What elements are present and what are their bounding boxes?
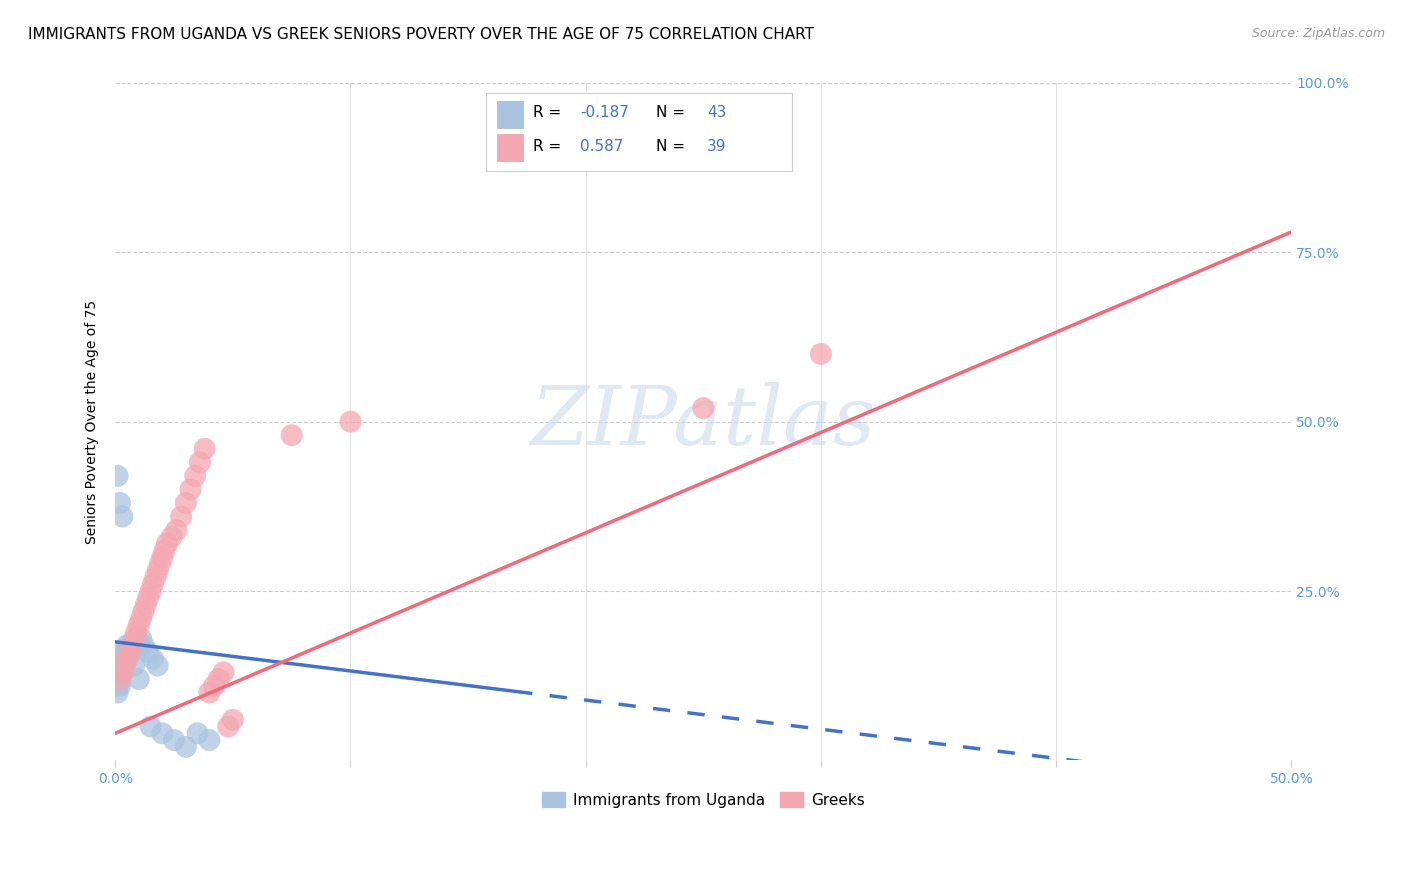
Point xyxy=(184,468,207,483)
Point xyxy=(107,658,129,673)
Point xyxy=(107,686,129,700)
Point xyxy=(174,739,197,754)
Text: R =: R = xyxy=(533,139,565,154)
Point xyxy=(153,543,176,558)
Point xyxy=(118,645,141,659)
Point xyxy=(150,550,173,565)
Point xyxy=(139,584,162,599)
Point xyxy=(115,638,138,652)
Point xyxy=(122,638,145,652)
Text: N =: N = xyxy=(657,105,690,120)
Point xyxy=(111,665,134,680)
Point xyxy=(111,645,134,659)
Point xyxy=(114,645,136,659)
Point xyxy=(107,665,129,680)
Point xyxy=(132,604,155,618)
Point xyxy=(150,726,173,740)
Point xyxy=(146,564,169,578)
Point xyxy=(222,713,245,727)
Point xyxy=(115,645,138,659)
Point xyxy=(108,658,131,673)
Point xyxy=(146,658,169,673)
Point xyxy=(125,624,148,639)
Text: Source: ZipAtlas.com: Source: ZipAtlas.com xyxy=(1251,27,1385,40)
Point xyxy=(111,652,134,666)
Point xyxy=(129,632,152,646)
Point xyxy=(160,530,183,544)
FancyBboxPatch shape xyxy=(498,134,523,161)
Point xyxy=(156,536,179,550)
Point xyxy=(115,652,138,666)
Point xyxy=(128,618,150,632)
Point xyxy=(208,672,231,686)
Point xyxy=(108,496,131,510)
Point xyxy=(217,719,239,733)
Point xyxy=(121,645,143,659)
Point xyxy=(136,645,159,659)
Point xyxy=(111,658,134,673)
Point xyxy=(174,496,197,510)
Point xyxy=(122,632,145,646)
Point xyxy=(135,598,157,612)
Point xyxy=(114,658,136,673)
Point xyxy=(128,638,150,652)
Point xyxy=(280,428,302,442)
Text: 43: 43 xyxy=(707,105,727,120)
Point xyxy=(132,638,155,652)
Point xyxy=(118,645,141,659)
Point xyxy=(198,686,221,700)
Point xyxy=(108,665,131,680)
Point xyxy=(143,570,166,584)
Point xyxy=(339,415,361,429)
Point xyxy=(115,652,138,666)
Point xyxy=(129,611,152,625)
Point xyxy=(118,638,141,652)
Point xyxy=(139,719,162,733)
Point xyxy=(107,679,129,693)
Text: 39: 39 xyxy=(707,139,727,154)
Point xyxy=(108,672,131,686)
Point xyxy=(108,672,131,686)
Point xyxy=(165,523,187,537)
Point xyxy=(810,347,832,361)
Point xyxy=(142,652,165,666)
Point xyxy=(142,577,165,591)
Legend: Immigrants from Uganda, Greeks: Immigrants from Uganda, Greeks xyxy=(536,786,870,814)
Point xyxy=(180,483,202,497)
Y-axis label: Seniors Poverty Over the Age of 75: Seniors Poverty Over the Age of 75 xyxy=(86,300,100,544)
Point xyxy=(108,652,131,666)
Point xyxy=(107,672,129,686)
Point xyxy=(188,455,211,469)
Point xyxy=(692,401,714,416)
Point xyxy=(121,638,143,652)
Point xyxy=(114,652,136,666)
Point xyxy=(111,509,134,524)
Text: 0.587: 0.587 xyxy=(579,139,623,154)
Point xyxy=(187,726,209,740)
Point xyxy=(170,509,193,524)
Point xyxy=(125,632,148,646)
Point xyxy=(163,733,186,747)
Point xyxy=(121,638,143,652)
Text: ZIPatlas: ZIPatlas xyxy=(530,382,876,462)
Point xyxy=(128,672,150,686)
Point xyxy=(194,442,217,456)
Point xyxy=(108,679,131,693)
Text: IMMIGRANTS FROM UGANDA VS GREEK SENIORS POVERTY OVER THE AGE OF 75 CORRELATION C: IMMIGRANTS FROM UGANDA VS GREEK SENIORS … xyxy=(28,27,814,42)
Text: N =: N = xyxy=(657,139,690,154)
Point xyxy=(198,733,221,747)
Point xyxy=(122,658,145,673)
Point xyxy=(149,557,172,571)
Point xyxy=(136,591,159,605)
Text: R =: R = xyxy=(533,105,565,120)
FancyBboxPatch shape xyxy=(498,101,523,128)
Text: -0.187: -0.187 xyxy=(579,105,628,120)
Point xyxy=(111,665,134,680)
FancyBboxPatch shape xyxy=(485,93,792,171)
Point xyxy=(202,679,225,693)
Point xyxy=(212,665,235,680)
Point xyxy=(114,658,136,673)
Point xyxy=(107,468,129,483)
